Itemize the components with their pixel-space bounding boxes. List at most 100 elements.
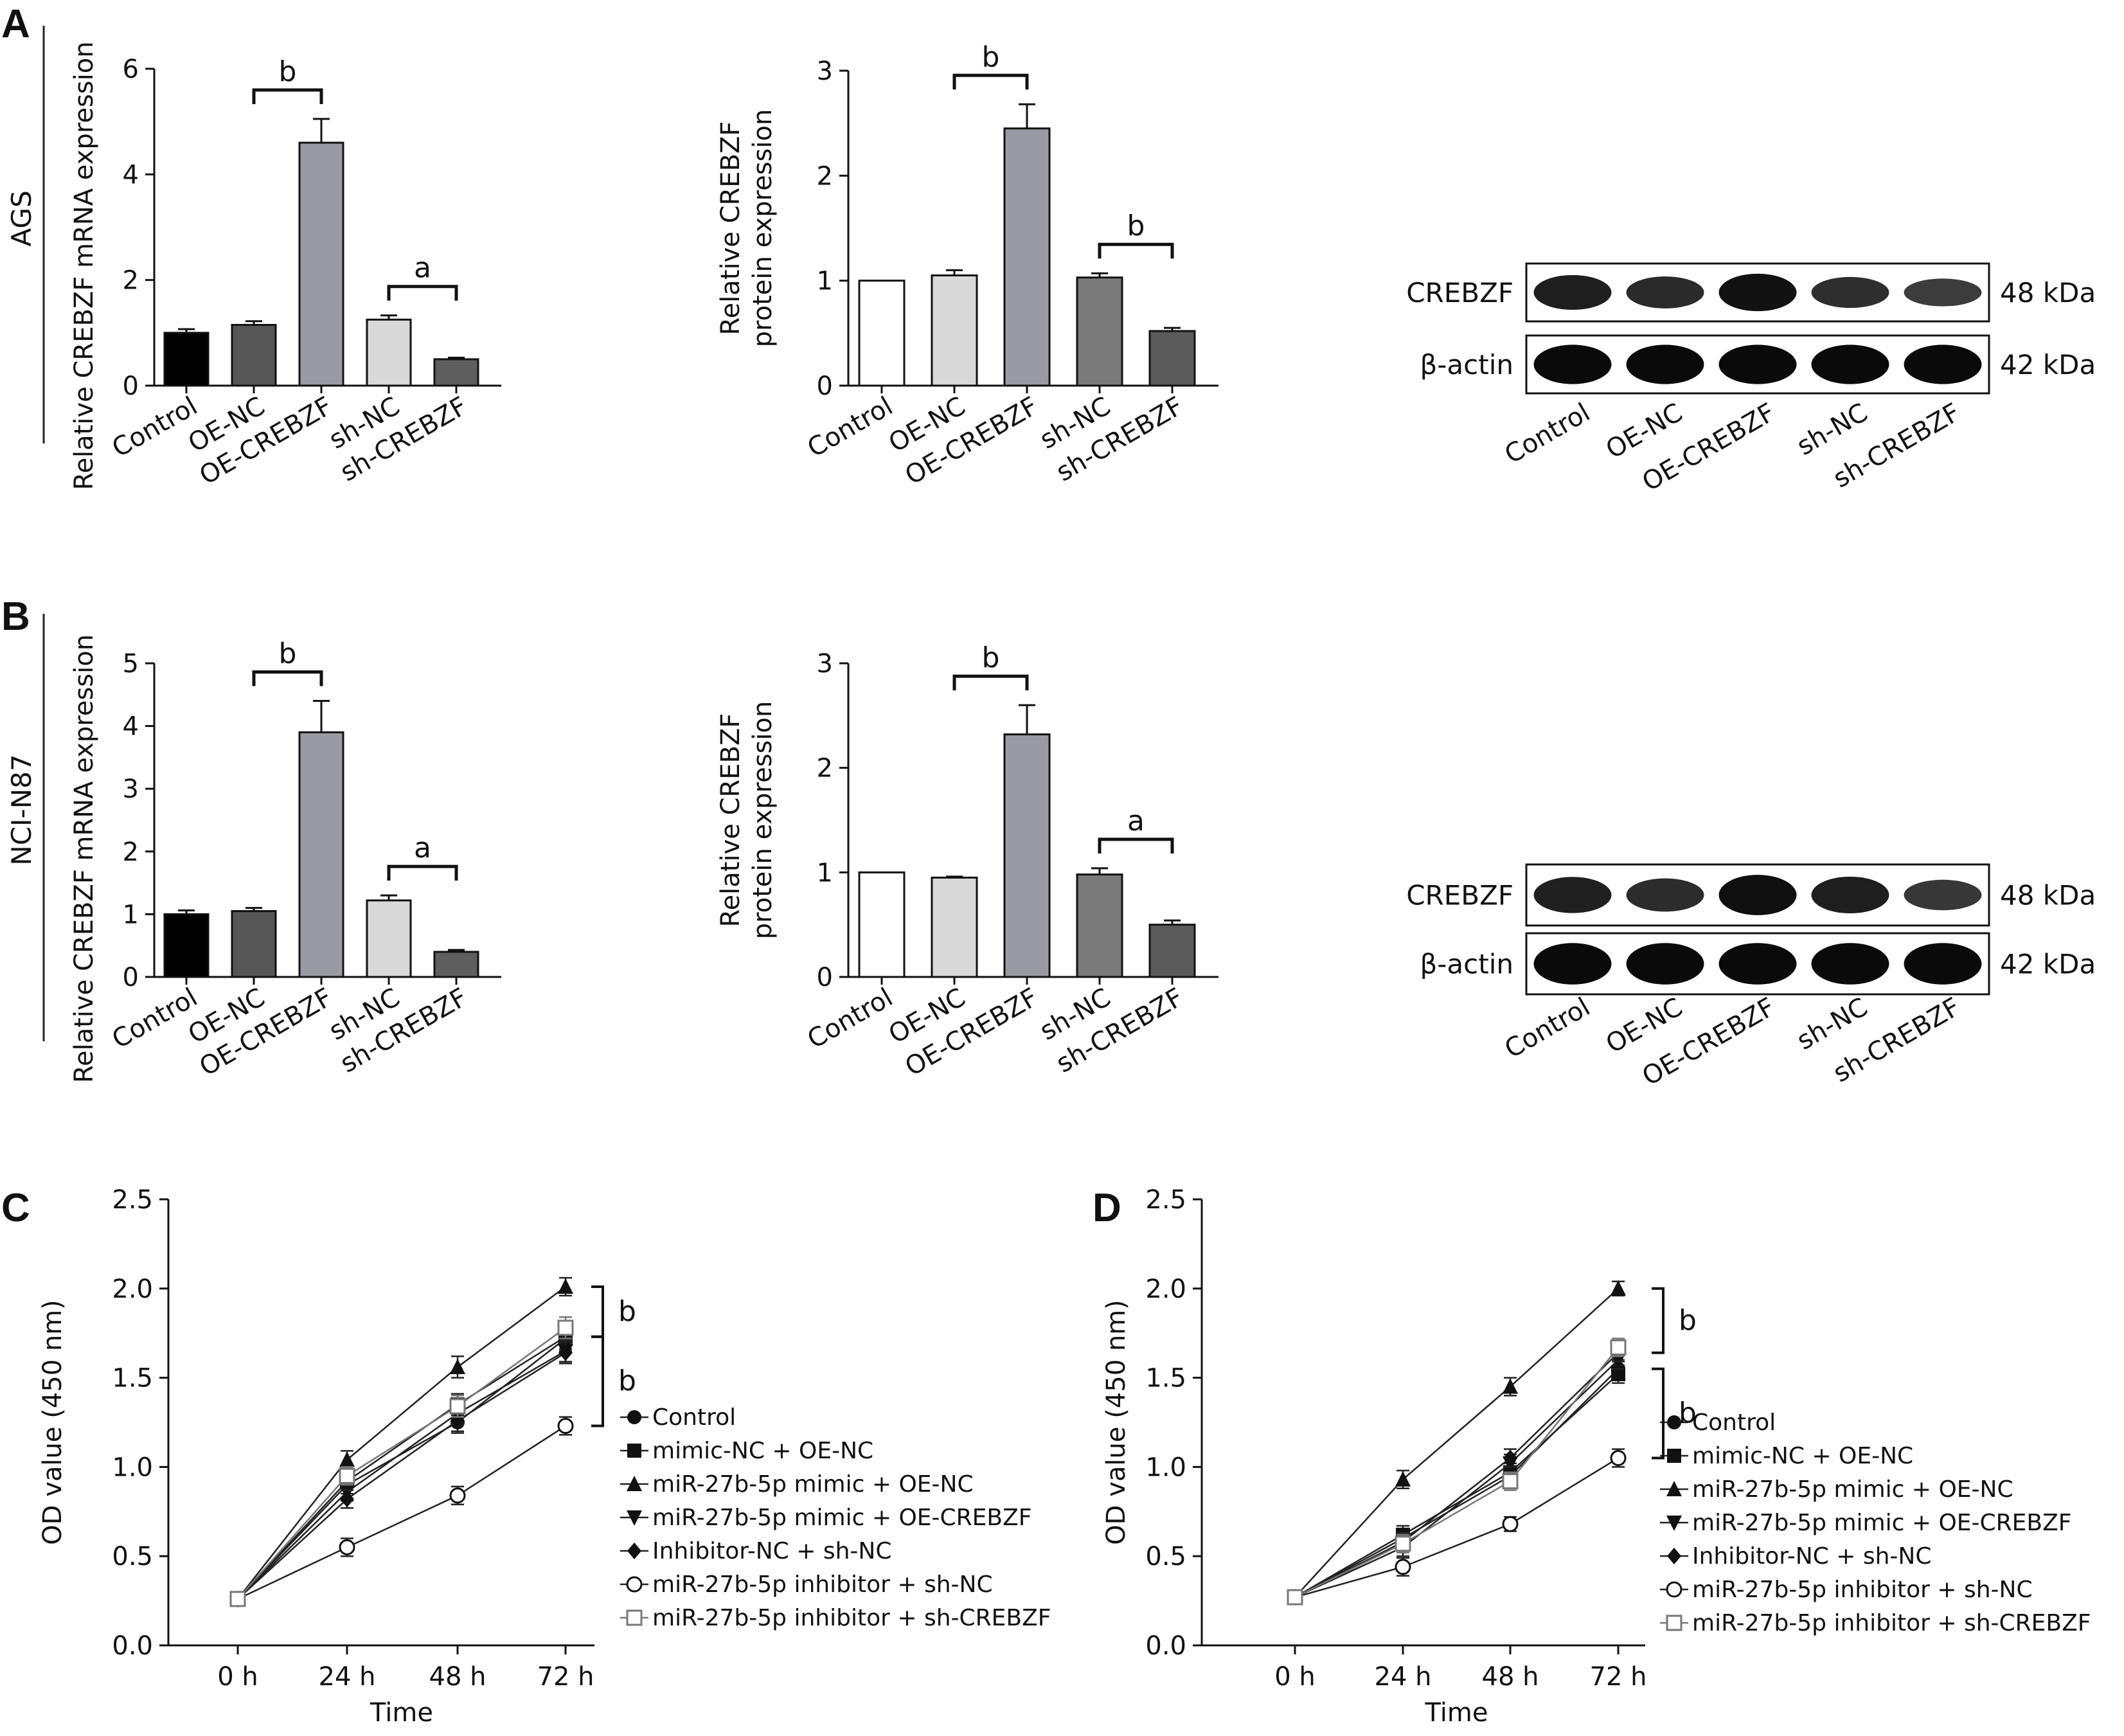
legend-entry: Inhibitor-NC + sh-NC	[652, 1538, 891, 1564]
marker-square-open	[626, 1609, 643, 1626]
bar-control	[858, 871, 906, 978]
y-tick-label: 0.5	[1145, 1542, 1186, 1571]
bar-sh-crebzf	[433, 951, 479, 978]
significance-bracket	[252, 88, 323, 105]
chart-a-protein: 0 1 2 3 Relative CREBZF protein expression Con…	[716, 40, 1218, 491]
y-tick-label: 0	[817, 371, 833, 401]
legend-entry: Inhibitor-NC + sh-NC	[1692, 1543, 1931, 1570]
y-tick-label: 4	[123, 712, 139, 742]
y-axis-label-line-2: protein expression	[748, 109, 778, 348]
legend-entry: mimic-NC + OE-NC	[1692, 1443, 1913, 1469]
significance-bracket	[591, 1335, 604, 1427]
marker-square-open	[339, 1467, 355, 1484]
panel-letter-a: A	[1, 2, 30, 46]
bar-control	[858, 280, 906, 387]
marker-square-open	[449, 1398, 466, 1415]
marker-square-open	[1502, 1473, 1519, 1490]
marker-circle-open	[1610, 1450, 1627, 1467]
blot-band	[1718, 943, 1797, 985]
series-line	[1294, 1347, 1619, 1598]
bar-sh-nc	[1076, 276, 1123, 387]
marker-circle-open	[339, 1539, 355, 1555]
marker-diamond	[558, 1344, 573, 1361]
legend-entry: Control	[1692, 1409, 1776, 1436]
x-tick-label: 48 h	[429, 1662, 486, 1692]
blot-lane-label: Control	[1500, 992, 1595, 1064]
marker-square	[1667, 1449, 1681, 1463]
x-tick-label: 72 h	[1590, 1662, 1647, 1692]
bar-control	[163, 913, 210, 978]
category-label: Control	[107, 983, 202, 1055]
blot-band-name: CREBZF	[1406, 277, 1513, 309]
significance-bracket	[1098, 242, 1174, 259]
x-tick-label: 0 h	[1274, 1662, 1316, 1692]
blot-band-size: 42 kDa	[2000, 949, 2096, 980]
y-axis-label: Relative CREBZF mRNA expression	[69, 634, 99, 1083]
significance-label: b	[618, 1365, 636, 1397]
y-tick-label: 1.0	[1145, 1453, 1186, 1482]
significance-label: b	[1679, 1397, 1697, 1429]
significance-bracket	[387, 864, 458, 881]
blot-band-size: 48 kDa	[2000, 880, 2096, 911]
y-axis-label: OD value (450 nm)	[1102, 1300, 1131, 1545]
blot-band	[1904, 943, 1982, 985]
significance-label: b	[982, 40, 1000, 73]
legend-entry: Control	[652, 1404, 736, 1431]
category-label: Control	[803, 983, 898, 1055]
y-axis-label-line-1: Relative CREBZF	[716, 713, 745, 927]
significance-label: b	[982, 641, 1000, 674]
marker-circle-open	[1666, 1581, 1682, 1598]
y-tick-label: 1	[817, 267, 833, 296]
bar-oe-nc	[931, 274, 978, 387]
y-tick-label: 0	[123, 963, 139, 992]
bar-oe-crebzf	[298, 141, 344, 387]
y-tick-label: 1.0	[112, 1453, 153, 1482]
y-tick-label: 2	[123, 266, 139, 296]
legend-entry: miR-27b-5p inhibitor + sh-CREBZF	[652, 1605, 1051, 1631]
y-tick-label: 2.0	[1145, 1275, 1186, 1304]
marker-diamond	[340, 1490, 354, 1508]
y-tick-label: 0.5	[112, 1542, 153, 1571]
marker-square-open	[1666, 1615, 1682, 1631]
bar-oe-nc	[931, 876, 978, 978]
y-axis-label: Relative CREBZF mRNA expression	[69, 41, 99, 490]
marker-square-open	[557, 1320, 574, 1336]
marker-square-open	[229, 1591, 246, 1607]
bar-sh-crebzf	[433, 358, 479, 387]
significance-bracket	[952, 73, 1029, 90]
significance-bracket	[252, 670, 323, 686]
blot-band	[1626, 943, 1704, 985]
marker-square-open	[1610, 1339, 1627, 1356]
significance-label: a	[1127, 805, 1145, 837]
marker-triangle	[339, 1451, 355, 1467]
marker-triangle	[1666, 1481, 1682, 1496]
blot-band	[1718, 345, 1797, 384]
bar-sh-nc	[366, 318, 412, 387]
chart-b-protein: 0 1 2 3 Relative CREBZF protein expression Con…	[716, 641, 1218, 1082]
significance-bracket	[387, 285, 458, 301]
y-tick-label: 0	[817, 963, 833, 992]
y-axis-label-line-2: protein expression	[748, 701, 778, 940]
significance-label: b	[279, 638, 297, 670]
y-tick-label: 1	[123, 900, 139, 929]
y-tick-label: 3	[817, 649, 833, 679]
significance-bracket	[952, 674, 1029, 691]
marker-circle	[627, 1410, 641, 1424]
panel-letter-c: C	[1, 1186, 30, 1230]
blot-band	[1626, 878, 1704, 912]
blot-band	[1718, 273, 1797, 312]
legend-entry: miR-27b-5p mimic + OE-CREBZF	[1692, 1510, 2071, 1536]
marker-diamond	[627, 1543, 641, 1559]
x-tick-label: 24 h	[319, 1662, 376, 1692]
significance-label: a	[414, 832, 431, 864]
blot-band	[1811, 943, 1889, 985]
significance-label: a	[414, 252, 431, 285]
chart-c-growth-curve: 0.0 0.5 1.0 1.5 2.0 2.5 OD value (450 nm) 0 h 24…	[38, 1185, 1051, 1728]
series-line	[1294, 1368, 1619, 1598]
marker-triangle	[627, 1476, 642, 1491]
series-line	[237, 1336, 566, 1600]
series-line	[1294, 1352, 1619, 1598]
series-line	[237, 1425, 566, 1600]
bar-oe-crebzf	[298, 731, 344, 978]
